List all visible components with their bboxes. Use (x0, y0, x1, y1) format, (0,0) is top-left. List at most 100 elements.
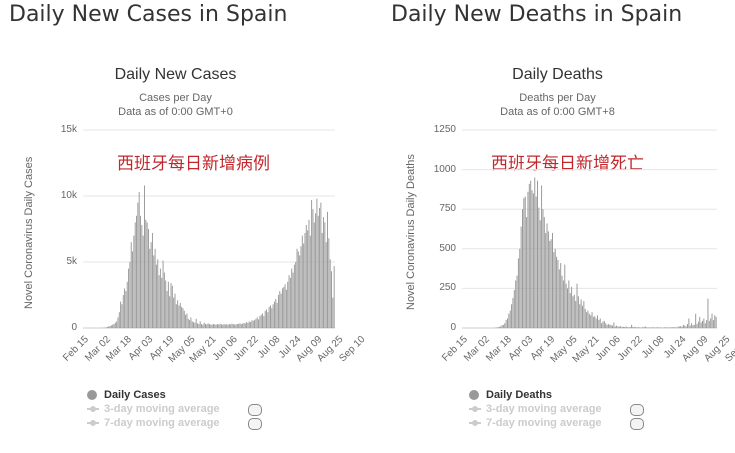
bar[interactable] (655, 327, 657, 328)
bar[interactable] (276, 302, 278, 328)
bar[interactable] (687, 324, 688, 328)
bar[interactable] (161, 277, 163, 328)
bar[interactable] (167, 281, 169, 328)
bar[interactable] (560, 263, 562, 328)
bar[interactable] (515, 280, 517, 328)
bar[interactable] (708, 320, 710, 328)
bar[interactable] (663, 327, 665, 328)
bar[interactable] (610, 324, 612, 328)
bar[interactable] (565, 283, 567, 328)
bar[interactable] (248, 321, 250, 328)
bar[interactable] (223, 324, 225, 328)
bar[interactable] (153, 255, 155, 328)
bar[interactable] (166, 291, 168, 328)
bar[interactable] (173, 297, 175, 328)
bar[interactable] (646, 327, 648, 328)
bar[interactable] (254, 320, 256, 328)
bar[interactable] (620, 326, 622, 328)
bar[interactable] (504, 323, 506, 328)
bar[interactable] (568, 280, 570, 328)
bar[interactable] (236, 324, 238, 328)
bar[interactable] (541, 185, 543, 328)
bar[interactable] (313, 222, 315, 328)
bar[interactable] (714, 315, 716, 328)
bar[interactable] (603, 320, 605, 328)
bar[interactable] (572, 296, 574, 328)
bar[interactable] (117, 317, 119, 328)
bar[interactable] (635, 327, 637, 328)
bar[interactable] (105, 327, 107, 328)
bar[interactable] (244, 323, 246, 328)
bar[interactable] (147, 229, 149, 328)
bar[interactable] (165, 280, 167, 328)
legend-item-7day-average[interactable]: 7-day moving average (469, 416, 602, 430)
bar[interactable] (238, 323, 240, 328)
bar[interactable] (624, 327, 626, 328)
bar[interactable] (256, 317, 258, 328)
bar[interactable] (580, 299, 582, 328)
bar[interactable] (124, 288, 126, 328)
bar[interactable] (595, 318, 597, 328)
bar[interactable] (125, 291, 127, 328)
bar[interactable] (519, 248, 521, 328)
bar[interactable] (142, 235, 144, 328)
bar[interactable] (684, 325, 686, 328)
bar[interactable] (332, 297, 334, 328)
bar[interactable] (636, 327, 638, 328)
bar[interactable] (199, 321, 201, 328)
bar[interactable] (106, 326, 108, 328)
bar[interactable] (562, 280, 564, 328)
bar[interactable] (205, 324, 206, 328)
bar[interactable] (194, 322, 196, 328)
bar[interactable] (296, 248, 298, 328)
bar[interactable] (231, 323, 233, 328)
bar[interactable] (247, 322, 249, 328)
bar[interactable] (512, 297, 514, 328)
bar[interactable] (632, 326, 634, 328)
bar[interactable] (280, 293, 282, 328)
bar[interactable] (554, 248, 556, 328)
bar[interactable] (550, 239, 552, 328)
bar[interactable] (222, 324, 224, 328)
bar[interactable] (268, 306, 270, 328)
bar[interactable] (272, 304, 274, 328)
bar[interactable] (657, 327, 658, 328)
bar[interactable] (715, 316, 717, 328)
bar[interactable] (218, 324, 220, 328)
bar[interactable] (538, 207, 540, 328)
bar[interactable] (534, 177, 536, 328)
bar[interactable] (220, 324, 222, 328)
bar[interactable] (288, 275, 290, 328)
bar[interactable] (605, 323, 607, 328)
bar[interactable] (158, 275, 160, 328)
bar[interactable] (144, 185, 145, 328)
bar[interactable] (195, 318, 197, 328)
bar[interactable] (145, 219, 147, 328)
bar[interactable] (558, 269, 560, 328)
bar[interactable] (246, 322, 248, 328)
bar[interactable] (502, 324, 504, 328)
bar[interactable] (552, 232, 553, 328)
bar[interactable] (187, 318, 189, 328)
bar[interactable] (531, 190, 533, 328)
bar[interactable] (697, 321, 699, 328)
bar[interactable] (537, 180, 538, 328)
bar[interactable] (643, 327, 645, 328)
bar[interactable] (292, 272, 294, 328)
bar[interactable] (243, 322, 245, 328)
bar[interactable] (702, 320, 703, 328)
bar[interactable] (609, 324, 611, 328)
bar[interactable] (287, 281, 289, 328)
bar[interactable] (625, 326, 627, 328)
bar[interactable] (517, 258, 519, 328)
bar[interactable] (509, 310, 511, 328)
bar[interactable] (571, 286, 573, 328)
bar[interactable] (108, 326, 110, 328)
bar[interactable] (673, 327, 675, 328)
bar[interactable] (527, 191, 529, 328)
bar[interactable] (329, 259, 331, 328)
bar[interactable] (169, 296, 171, 328)
bar[interactable] (116, 321, 118, 328)
bar[interactable] (651, 327, 653, 328)
bar[interactable] (323, 217, 325, 328)
